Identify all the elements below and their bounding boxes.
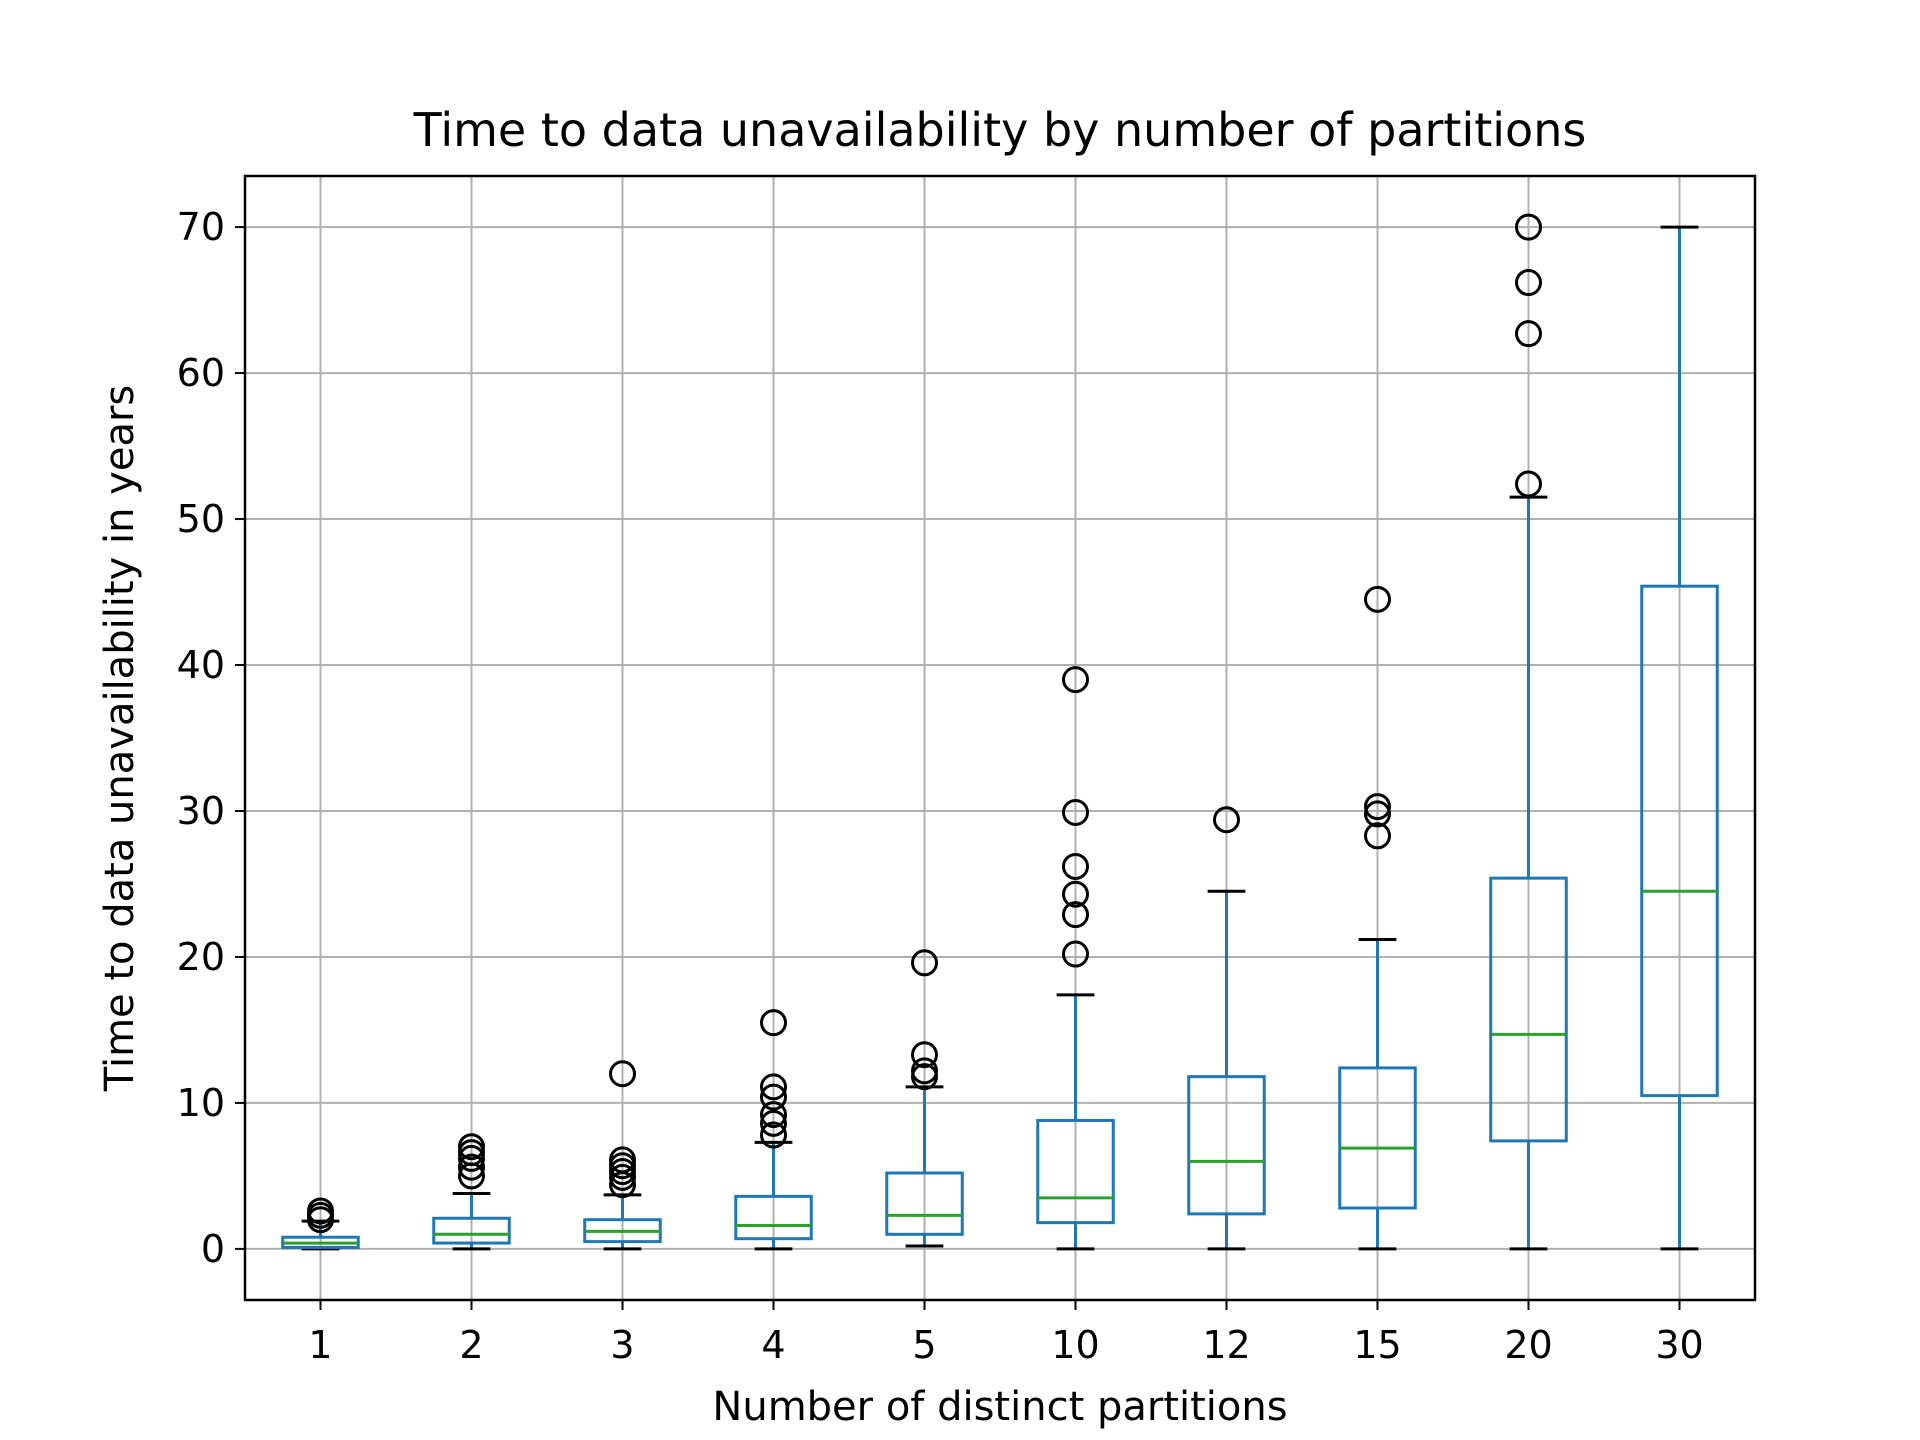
x-axis-label: Number of distinct partitions [712,1384,1287,1430]
y-tick-label: 60 [177,351,225,395]
x-tick-label: 30 [1655,1323,1703,1367]
x-tick-label: 4 [761,1323,785,1367]
y-tick-label: 0 [201,1227,225,1271]
y-tick-label: 50 [177,497,225,541]
y-tick-label: 10 [177,1081,225,1125]
y-tick-label: 70 [177,205,225,249]
x-tick-label: 20 [1504,1323,1552,1367]
y-axis-label: Time to data unavailability in years [97,385,143,1092]
x-tick-label: 15 [1353,1323,1401,1367]
y-tick-label: 30 [177,789,225,833]
x-tick-label: 1 [308,1323,332,1367]
y-tick-label: 20 [177,935,225,979]
chart-title: Time to data unavailability by number of… [413,103,1587,157]
x-tick-label: 10 [1051,1323,1099,1367]
x-tick-label: 5 [912,1323,936,1367]
x-tick-label: 12 [1202,1323,1250,1367]
y-tick-label: 40 [177,643,225,687]
x-tick-label: 3 [610,1323,634,1367]
x-tick-label: 2 [459,1323,483,1367]
